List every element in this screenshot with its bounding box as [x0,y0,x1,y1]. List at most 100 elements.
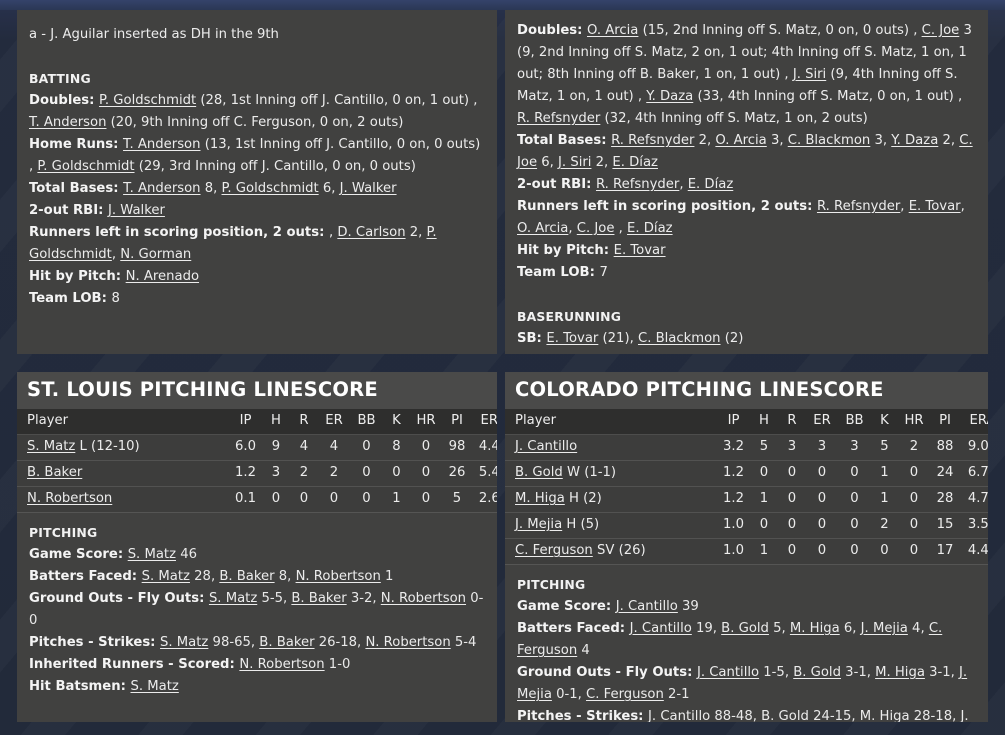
player-link[interactable]: B. Baker [27,465,83,480]
player-link[interactable]: P. Goldschmidt [37,159,135,174]
stat-line: Pitches - Strikes: S. Matz 98-65, B. Bak… [29,632,485,654]
player-link[interactable]: E. Díaz [627,221,673,236]
player-link[interactable]: B. Gold [761,709,809,722]
player-link[interactable]: C. Joe [921,23,960,38]
column-header-k[interactable]: K [383,409,410,435]
player-link[interactable]: S. Matz [130,679,179,694]
player-link[interactable]: M. Higa [859,709,910,722]
stat-text: (21), [598,331,638,346]
player-link[interactable]: R. Refsnyder [816,199,901,214]
player-link[interactable]: N. Robertson [380,591,467,606]
stat-cell-bb: 0 [838,460,871,487]
player-link[interactable]: E. Díaz [687,177,734,192]
player-link[interactable]: E. Tovar [546,331,599,346]
player-link[interactable]: T. Anderson [123,137,201,152]
player-link[interactable]: S. Matz [27,439,76,454]
column-header-player[interactable]: Player [17,409,229,435]
player-link[interactable]: J. Cantillo [515,439,578,454]
column-header-er[interactable]: ER [806,409,838,435]
column-header-ip[interactable]: IP [229,409,262,435]
column-header-r[interactable]: R [290,409,318,435]
column-header-r[interactable]: R [778,409,806,435]
player-link[interactable]: J. Cantillo [648,709,711,722]
player-link[interactable]: J. Mejia [860,621,908,636]
player-link[interactable]: C. Blackmon [637,331,721,346]
player-link[interactable]: O. Arcia [715,133,767,148]
player-link[interactable]: E. Díaz [612,155,658,170]
stat-text: 8, [200,181,222,196]
player-link[interactable]: S. Matz [208,591,258,606]
player-link[interactable]: C. Ferguson [586,687,664,702]
player-link[interactable]: N. Robertson [239,657,325,672]
column-header-k[interactable]: K [871,409,898,435]
stat-text: 5-5, [257,591,292,606]
player-link[interactable]: J. Cantillo [696,665,760,680]
player-link[interactable]: J. Siri [792,67,827,82]
player-link[interactable]: N. Arenado [125,269,200,284]
player-link[interactable]: M. Higa [875,665,925,680]
player-link[interactable]: J. Cantillo [629,621,692,636]
player-link[interactable]: P. Goldschmidt [29,225,437,262]
player-link[interactable]: J. Siri [558,155,592,170]
player-link[interactable]: C. Joe [576,221,615,236]
player-link[interactable]: N. Robertson [27,491,113,506]
player-link[interactable]: R. Refsnyder [517,111,601,126]
column-header-era[interactable]: ERA [960,409,988,435]
player-link[interactable]: B. Baker [219,569,275,584]
column-header-bb[interactable]: BB [838,409,871,435]
stat-line-label: Pitches - Strikes: [29,635,161,650]
column-header-h[interactable]: H [750,409,778,435]
column-header-hr[interactable]: HR [410,409,442,435]
column-header-era[interactable]: ERA [472,409,497,435]
player-link[interactable]: T. Anderson [123,181,201,196]
player-link[interactable]: M. Higa [515,491,565,506]
player-link[interactable]: D. Carlson [337,225,406,240]
stl-pitching-table: PlayerIPHRERBBKHRPIERA S. Matz L (12-10)… [17,409,497,513]
player-link[interactable]: O. Arcia [517,221,569,236]
player-link[interactable]: P. Goldschmidt [221,181,319,196]
player-link[interactable]: R. Refsnyder [595,177,680,192]
player-link[interactable]: B. Baker [291,591,347,606]
column-header-bb[interactable]: BB [350,409,383,435]
player-link[interactable]: J. Cantillo [615,599,678,614]
column-header-hr[interactable]: HR [898,409,930,435]
stat-cell-r: 2 [290,460,318,487]
player-link[interactable]: E. Tovar [908,199,961,214]
player-link[interactable]: C. Ferguson [517,621,943,658]
player-link[interactable]: C. Blackmon [787,133,871,148]
player-link[interactable]: R. Refsnyder [611,133,695,148]
column-header-pi[interactable]: PI [930,409,960,435]
column-header-pi[interactable]: PI [442,409,472,435]
player-link[interactable]: J. Walker [107,203,165,218]
column-header-h[interactable]: H [262,409,290,435]
player-link[interactable]: T. Anderson [29,115,107,130]
player-link[interactable]: S. Matz [127,547,176,562]
column-header-ip[interactable]: IP [717,409,750,435]
player-link[interactable]: S. Matz [160,635,209,650]
column-header-player[interactable]: Player [505,409,717,435]
player-link[interactable]: Y. Daza [646,89,694,104]
player-link[interactable]: M. Higa [789,621,840,636]
player-link[interactable]: J. Walker [339,181,397,196]
player-link[interactable]: J. Mejia [517,665,968,702]
player-link[interactable]: J. Mejia [960,709,969,722]
player-link[interactable]: B. Baker [259,635,315,650]
player-link[interactable]: N. Robertson [295,569,381,584]
player-link[interactable]: B. Gold [721,621,769,636]
player-link[interactable]: C. Joe [517,133,973,170]
player-link[interactable]: C. Ferguson [515,543,593,558]
player-link[interactable]: Y. Daza [891,133,939,148]
player-link[interactable]: N. Gorman [120,247,192,262]
stat-line: Hit Batsmen: S. Matz [29,676,485,698]
player-link[interactable]: O. Arcia [587,23,639,38]
player-link[interactable]: E. Tovar [613,243,666,258]
player-link[interactable]: P. Goldschmidt [99,93,197,108]
player-link[interactable]: S. Matz [141,569,190,584]
player-link[interactable]: B. Gold [793,665,841,680]
column-header-er[interactable]: ER [318,409,350,435]
player-link[interactable]: J. Mejia [515,517,563,532]
player-link[interactable]: B. Gold [515,465,563,480]
player-link[interactable]: N. Robertson [365,635,451,650]
stat-cell-pi: 5 [442,486,472,513]
